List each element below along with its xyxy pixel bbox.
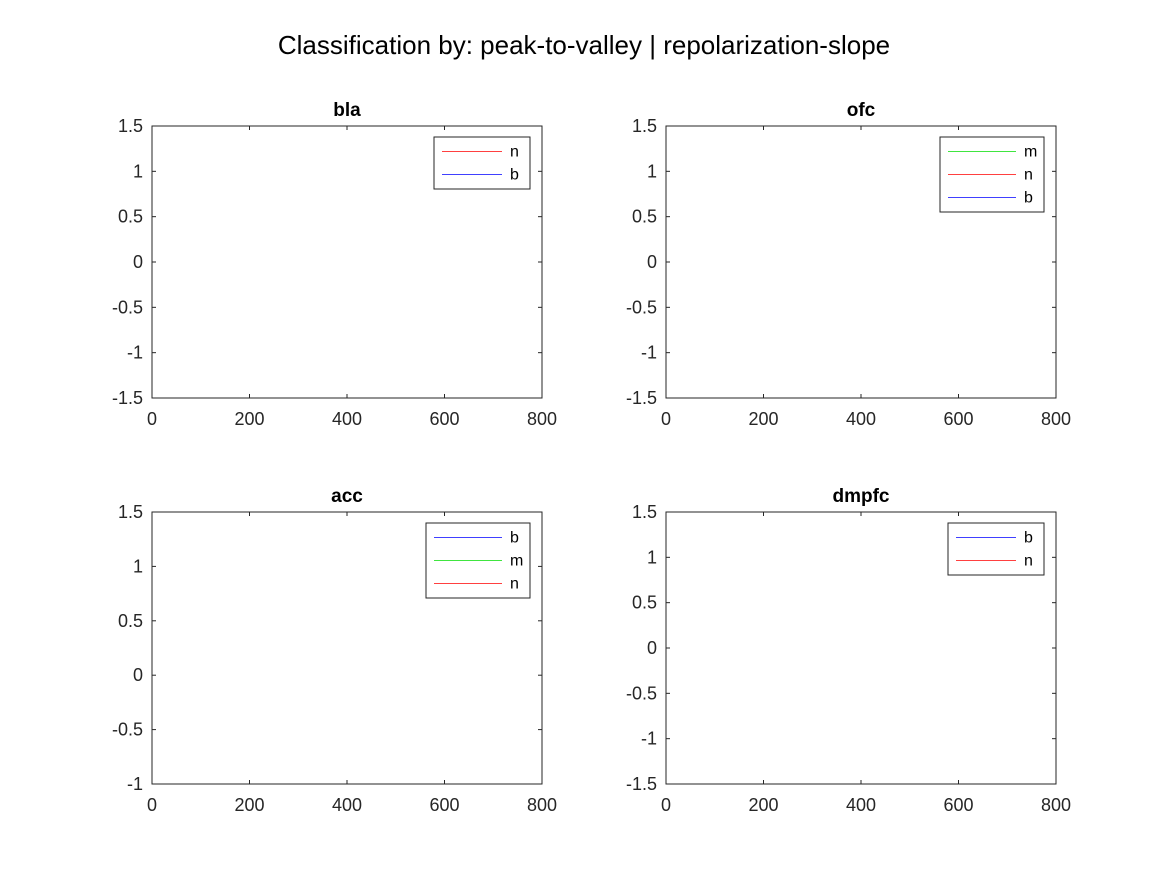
- y-tick-label: 1.5: [118, 502, 143, 522]
- x-tick-label: 0: [661, 409, 671, 429]
- x-tick-label: 200: [748, 795, 778, 815]
- x-tick-label: 0: [147, 409, 157, 429]
- legend-label: m: [1024, 144, 1037, 161]
- x-tick-label: 800: [527, 795, 557, 815]
- legend-label: b: [510, 167, 519, 184]
- y-tick-label: -0.5: [112, 720, 143, 740]
- y-tick-label: -1: [127, 774, 143, 794]
- y-tick-label: 1.5: [118, 116, 143, 136]
- y-tick-label: -1: [127, 343, 143, 363]
- x-tick-label: 400: [846, 409, 876, 429]
- x-tick-label: 200: [234, 409, 264, 429]
- x-tick-label: 800: [1041, 409, 1071, 429]
- x-tick-label: 0: [661, 795, 671, 815]
- legend: nb: [433, 136, 531, 190]
- legend-label: n: [1024, 553, 1033, 570]
- subplot-ofc: 0 200 400 600 800 1.5 1 0.5 0 -0.5 -1 -1.5 ofc mnb: [626, 100, 1071, 429]
- y-tick-label: 1: [647, 161, 657, 181]
- legend-label: n: [1024, 167, 1033, 184]
- legend: bmn: [425, 522, 531, 599]
- legend-label: n: [510, 576, 519, 593]
- y-tick-label: 0.5: [118, 611, 143, 631]
- y-tick-label: 1: [647, 547, 657, 567]
- legend: mnb: [939, 136, 1045, 213]
- y-tick-label: 0.5: [118, 207, 143, 227]
- y-tick-label: -0.5: [112, 297, 143, 317]
- y-tick-label: -1: [641, 343, 657, 363]
- subplot-title: bla: [333, 100, 361, 121]
- x-tick-label: 600: [943, 795, 973, 815]
- y-tick-label: 1: [133, 556, 143, 576]
- y-tick-label: 0: [133, 252, 143, 272]
- x-tick-label: 400: [846, 795, 876, 815]
- legend-box: [433, 136, 531, 190]
- subplot-title: ofc: [847, 100, 876, 121]
- x-tick-label: 0: [147, 795, 157, 815]
- subplot-dmpfc: 0 200 400 600 800 1.5 1 0.5 0 -0.5 -1 -1.5 dmpfc bn: [626, 486, 1071, 815]
- figure-title: Classification by: peak-to-valley | repo…: [278, 30, 890, 60]
- legend: bn: [947, 522, 1045, 576]
- y-tick-label: 1.5: [632, 502, 657, 522]
- subplot-acc: 0 200 400 600 800 1.5 1 0.5 0 -0.5 -1 acc bmn: [112, 486, 557, 815]
- y-tick-label: -0.5: [626, 683, 657, 703]
- x-tick-label: 800: [527, 409, 557, 429]
- subplot-bla: 0 200 400 600 800 1.5 1 0.5 0 -0.5 -1 -1.5 bla nb: [112, 100, 557, 429]
- y-tick-label: 0: [133, 665, 143, 685]
- y-tick-label: 0.5: [632, 593, 657, 613]
- x-tick-label: 400: [332, 795, 362, 815]
- legend-label: b: [1024, 190, 1033, 207]
- legend-box: [947, 522, 1045, 576]
- x-tick-label: 200: [234, 795, 264, 815]
- y-tick-label: 1: [133, 161, 143, 181]
- y-tick-label: -1.5: [112, 388, 143, 408]
- y-tick-label: -1: [641, 729, 657, 749]
- legend-label: n: [510, 144, 519, 161]
- y-tick-label: 0: [647, 252, 657, 272]
- y-tick-label: 1.5: [632, 116, 657, 136]
- x-tick-label: 800: [1041, 795, 1071, 815]
- subplot-title: dmpfc: [833, 486, 890, 507]
- x-tick-label: 600: [429, 409, 459, 429]
- x-tick-label: 600: [943, 409, 973, 429]
- y-tick-label: -1.5: [626, 774, 657, 794]
- x-tick-label: 400: [332, 409, 362, 429]
- legend-label: m: [510, 553, 523, 570]
- legend-label: b: [510, 530, 519, 547]
- y-tick-label: 0: [647, 638, 657, 658]
- x-tick-label: 600: [429, 795, 459, 815]
- y-tick-label: -0.5: [626, 297, 657, 317]
- subplot-title: acc: [331, 486, 363, 507]
- y-tick-label: 0.5: [632, 207, 657, 227]
- legend-label: b: [1024, 530, 1033, 547]
- y-tick-label: -1.5: [626, 388, 657, 408]
- x-tick-label: 200: [748, 409, 778, 429]
